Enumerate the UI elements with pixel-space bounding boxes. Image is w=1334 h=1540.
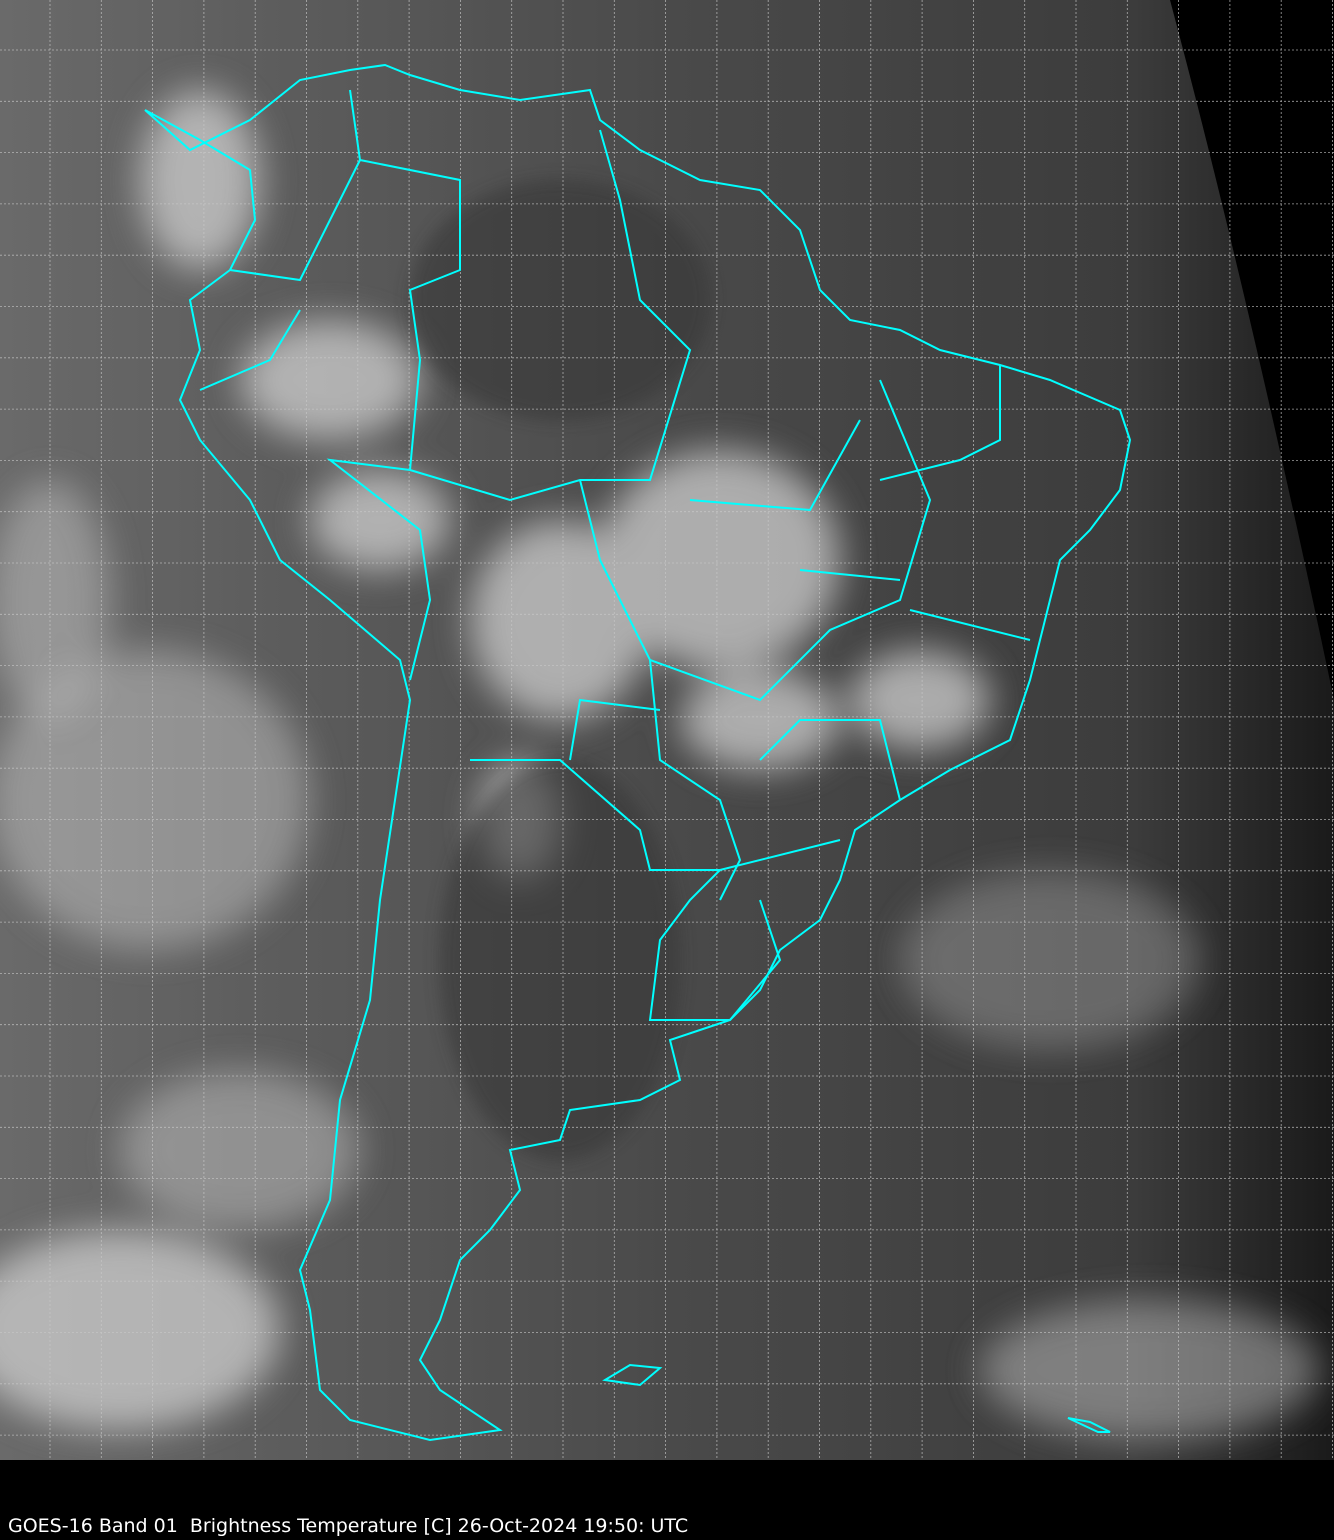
- lat-lon-grid: [0, 0, 1334, 1460]
- satellite-image: [0, 0, 1334, 1460]
- land-dark: [410, 180, 710, 1160]
- country-boundaries: [144, 63, 1132, 1442]
- cloud-cover: [0, 90, 1320, 1440]
- south-georgia: [1067, 1417, 1111, 1433]
- image-caption: GOES-16 Band 01 Brightness Temperature […: [8, 1515, 689, 1537]
- falkland-islands: [602, 1363, 663, 1387]
- internal-borders: [199, 89, 1031, 1021]
- south-america-coastline: [144, 63, 1132, 1442]
